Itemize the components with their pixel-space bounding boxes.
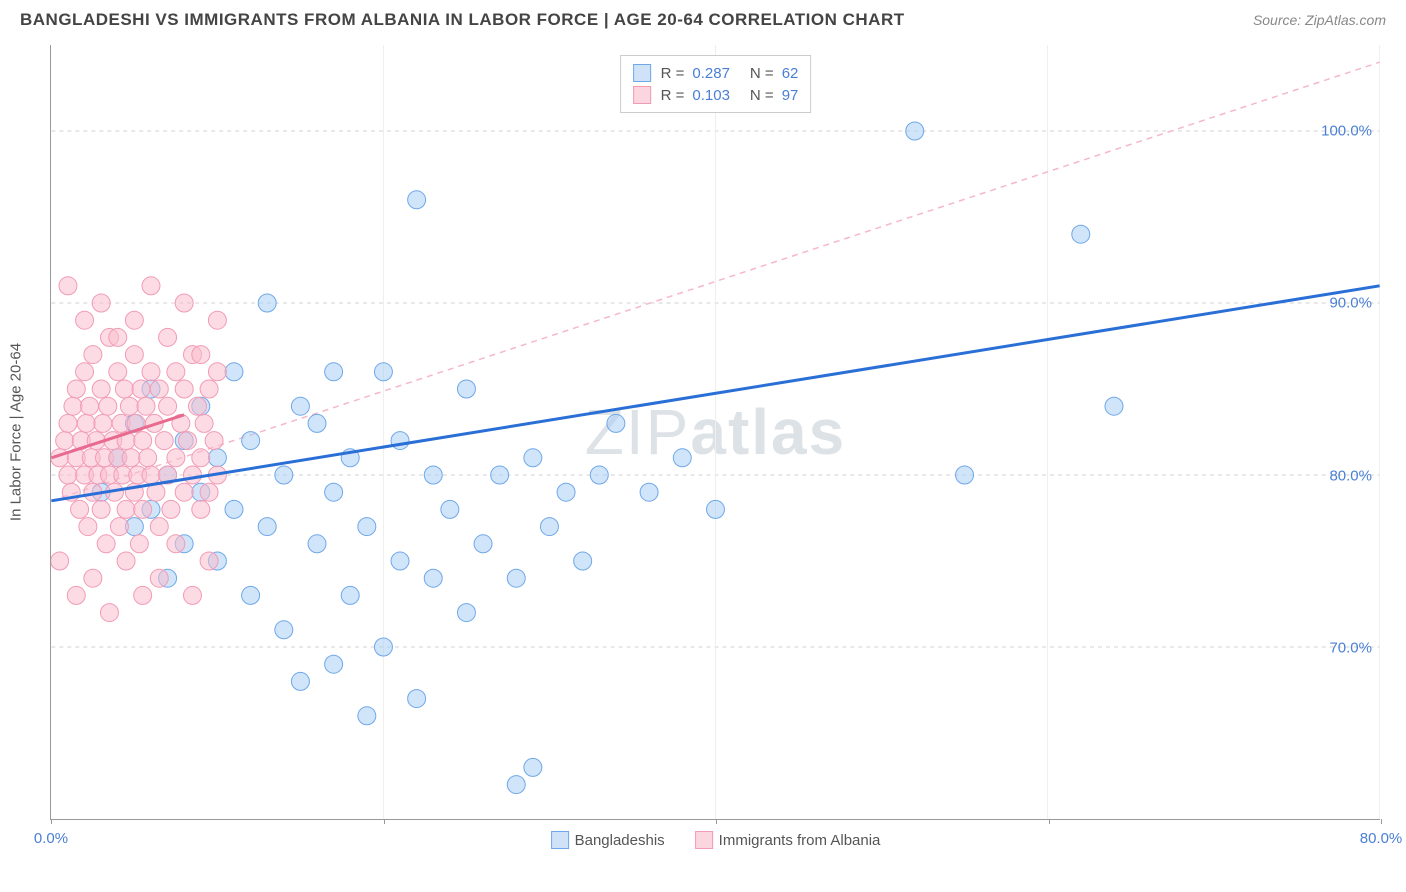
legend-swatch [695, 831, 713, 849]
legend-correlation: R = 0.287 N = 62 R = 0.103 N = 97 [620, 55, 812, 113]
n-value: 62 [782, 65, 799, 82]
legend-swatch [633, 64, 651, 82]
r-value: 0.287 [692, 65, 730, 82]
x-tick-mark [384, 819, 385, 824]
legend-series-label: Immigrants from Albania [719, 832, 881, 849]
y-tick-label: 100.0% [1321, 123, 1372, 140]
legend-correlation-row: R = 0.287 N = 62 [633, 62, 799, 84]
y-tick-label: 90.0% [1329, 295, 1372, 312]
x-tick-mark [51, 819, 52, 824]
plot-svg [51, 45, 1380, 819]
legend-series-item: Immigrants from Albania [695, 831, 881, 849]
legend-series-label: Bangladeshis [575, 832, 665, 849]
n-label: N = [750, 65, 774, 82]
y-tick-label: 70.0% [1329, 639, 1372, 656]
x-tick-label: 0.0% [34, 830, 68, 847]
x-tick-mark [716, 819, 717, 824]
y-tick-label: 80.0% [1329, 467, 1372, 484]
chart-source: Source: ZipAtlas.com [1253, 12, 1386, 28]
r-label: R = [661, 65, 685, 82]
watermark: ZIPatlas [585, 395, 846, 469]
chart-plot-area: In Labor Force | Age 20-64 ZIPatlas R = … [50, 45, 1380, 820]
x-tick-mark [1049, 819, 1050, 824]
legend-swatch [551, 831, 569, 849]
n-label: N = [750, 87, 774, 104]
legend-correlation-row: R = 0.103 N = 97 [633, 84, 799, 106]
r-value: 0.103 [692, 87, 730, 104]
r-label: R = [661, 87, 685, 104]
x-tick-label: 80.0% [1360, 830, 1403, 847]
legend-series: Bangladeshis Immigrants from Albania [551, 831, 881, 849]
x-tick-mark [1381, 819, 1382, 824]
y-axis-label: In Labor Force | Age 20-64 [8, 343, 25, 521]
n-value: 97 [782, 87, 799, 104]
legend-series-item: Bangladeshis [551, 831, 665, 849]
legend-swatch [633, 86, 651, 104]
chart-title: BANGLADESHI VS IMMIGRANTS FROM ALBANIA I… [20, 10, 905, 30]
